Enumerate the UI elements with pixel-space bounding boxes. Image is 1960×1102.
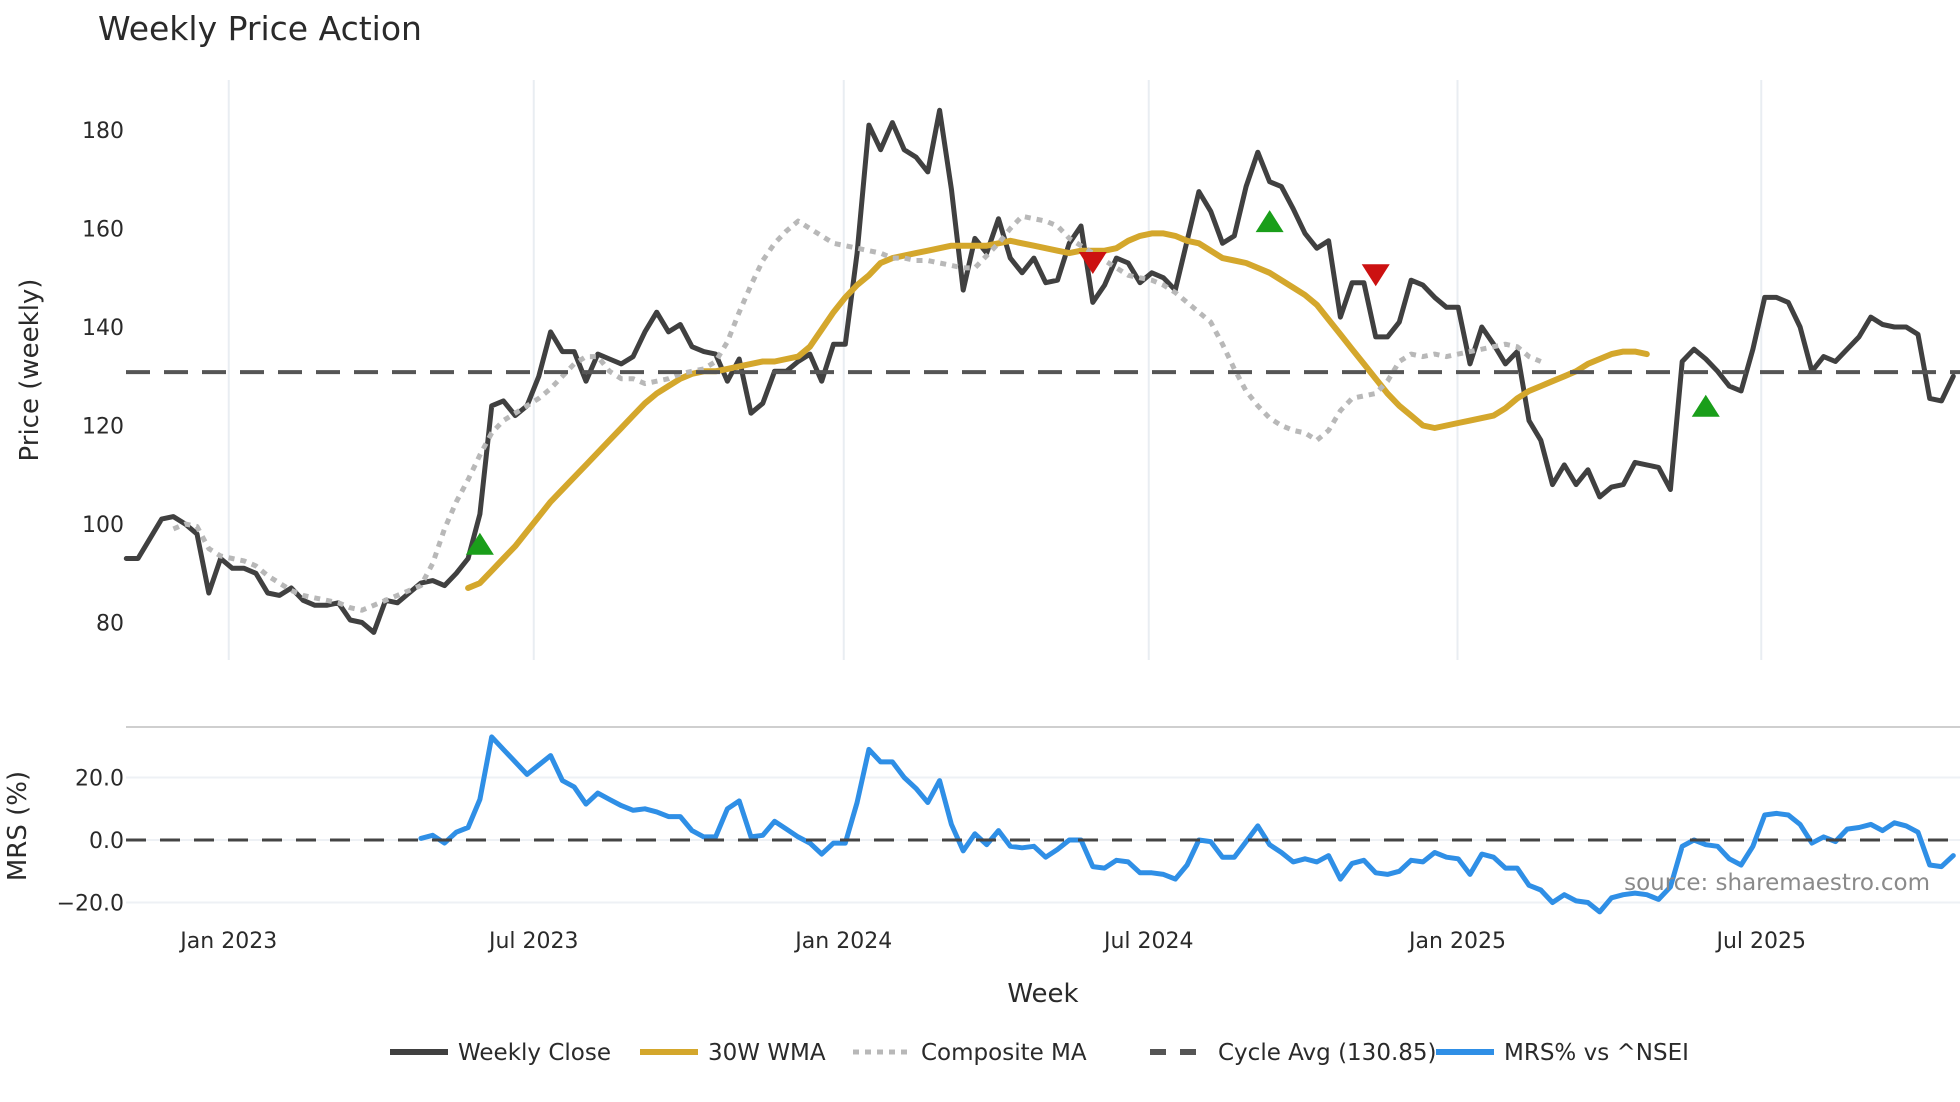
mrs-panel-gridlines: [126, 726, 1960, 904]
price-y-axis-label: Price (weekly): [15, 279, 45, 462]
price-y-tick-label: 140: [82, 316, 124, 341]
price-y-tick-label: 120: [82, 415, 124, 440]
mrs-series-line: [126, 734, 1960, 915]
source-annotation: source: sharemaestro.com: [1624, 870, 1930, 896]
mrs-y-tick-label: −20.0: [57, 892, 124, 917]
x-tick-label: Jan 2024: [793, 929, 892, 954]
sell-signal-marker: [1361, 264, 1390, 287]
buy-signal-marker: [465, 532, 494, 555]
mrs-vs-nsei-line: [418, 734, 1956, 915]
price-y-ticks: 80 100 120 140 160 180: [82, 119, 124, 637]
x-axis-ticks: Jan 2023 Jul 2023 Jan 2024 Jul 2024 Jan 2025…: [178, 929, 1806, 954]
buy-signal-marker: [1255, 210, 1284, 233]
price-y-tick-label: 100: [82, 513, 124, 538]
price-y-tick-label: 180: [82, 119, 124, 144]
mrs-y-tick-label: 0.0: [89, 829, 124, 854]
legend-label: MRS% vs ^NSEI: [1504, 1040, 1689, 1066]
x-tick-label: Jul 2023: [487, 929, 579, 954]
mrs-y-axis-label: MRS (%): [3, 771, 33, 881]
legend-label: Weekly Close: [458, 1040, 611, 1066]
chart-legend: Weekly Close 30W WMA Composite MA Cycle Avg…: [390, 1040, 1689, 1066]
legend-label: Cycle Avg (130.85): [1218, 1040, 1437, 1066]
30w-wma-line: [465, 230, 1650, 591]
sell-signal-marker: [1078, 251, 1107, 274]
mrs-y-ticks: −20.0 0.0 20.0: [57, 767, 124, 917]
x-tick-label: Jul 2025: [1714, 929, 1806, 954]
x-axis-label: Week: [1007, 979, 1078, 1009]
chart-title: Weekly Price Action: [98, 9, 422, 48]
buy-signal-marker: [1691, 394, 1720, 417]
mrs-y-tick-label: 20.0: [75, 767, 124, 792]
legend-label: Composite MA: [921, 1040, 1087, 1066]
signal-markers: [465, 210, 1720, 555]
price-y-tick-label: 80: [96, 612, 124, 637]
price-y-tick-label: 160: [82, 218, 124, 243]
legend-label: 30W WMA: [708, 1040, 826, 1066]
x-tick-label: Jan 2023: [178, 929, 277, 954]
x-tick-label: Jul 2024: [1102, 929, 1194, 954]
weekly-close-line: [123, 107, 1956, 635]
x-tick-label: Jan 2025: [1407, 929, 1506, 954]
price-series-lines: [123, 107, 1960, 635]
